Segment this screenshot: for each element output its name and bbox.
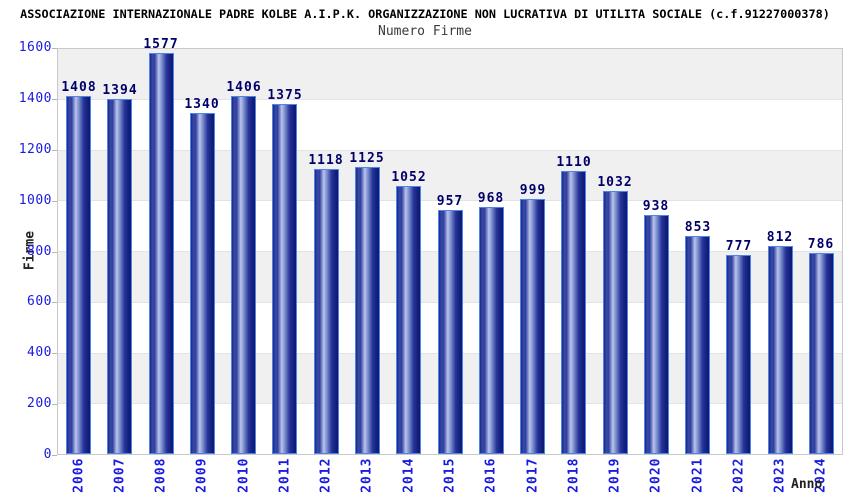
bar-value-label: 853 [684,220,712,235]
bar-2013 [355,167,380,454]
x-tick-label: 2016 [483,457,499,493]
chart-subtitle: Numero Firme [378,24,472,39]
bar-value-label: 1032 [597,175,633,190]
plot-band [58,49,842,99]
bars-layer: 1408 1394 1577 1340 1406 1375 1118 1125 1052 957 9… [58,37,842,454]
bar-value-label: 999 [519,183,547,198]
bar-2018 [561,171,586,454]
y-tick-label: 0 [43,447,52,462]
plot-band [58,149,842,201]
bar-value-label: 1406 [226,80,262,95]
x-tick-label: 2013 [359,457,375,493]
bar-2019 [603,191,628,454]
x-tick-label: 2014 [401,457,417,493]
x-tick-label: 2020 [648,457,664,493]
plot-band [58,98,842,150]
y-tick-label: 1200 [18,141,52,157]
x-tick-label: 2017 [525,457,541,493]
bar-2006 [66,96,91,454]
x-tick-label: 2012 [318,457,334,493]
x-tick-label: 2015 [442,457,458,493]
bar-2021 [685,236,710,454]
bar-value-label: 1125 [349,151,385,166]
bar-2024 [809,253,834,454]
x-tick-label: 2011 [277,457,293,493]
x-tick-label: 2007 [112,457,128,493]
y-tick-label: 1000 [18,192,52,208]
y-tick-mark [52,252,57,253]
bar-value-label: 938 [642,199,670,214]
bar-value-label: 1052 [391,170,427,185]
bar-2010 [231,96,256,454]
x-tick-label: 2019 [607,457,623,493]
y-tick-mark [52,353,57,354]
x-tick-label: 2023 [772,457,788,493]
bar-value-label: 968 [477,191,505,206]
bar-value-label: 777 [725,239,753,254]
bar-value-label: 812 [766,230,794,245]
y-tick-label: 800 [27,243,52,259]
bar-value-label: 1408 [61,80,97,95]
y-tick-mark [52,48,57,49]
x-axis-title: Anno [791,477,823,492]
bar-value-label: 786 [807,237,835,252]
x-tick-label: 2006 [71,457,87,493]
y-tick-label: 400 [27,345,52,361]
plot-band [58,200,842,251]
y-tick-mark [52,455,57,456]
bar-value-label: 1340 [184,97,220,112]
bar-value-label: 1118 [308,153,344,168]
plot-area: 1408 1394 1577 1340 1406 1375 1118 1125 1052 957 9… [57,37,843,455]
x-tick-label: 2018 [566,457,582,493]
bar-2020 [644,215,669,454]
x-tick-label: 2008 [153,457,169,493]
bar-2023 [768,246,793,454]
bar-2009 [190,113,215,454]
x-tick-label: 2021 [690,457,706,493]
bar-2007 [107,99,132,454]
bar-value-label: 1394 [102,83,138,98]
y-tick-label: 200 [27,396,52,412]
x-tick-label: 2009 [194,457,210,493]
bar-value-label: 1375 [267,88,303,103]
y-tick-mark [52,99,57,100]
bar-2022 [726,255,751,454]
bar-2015 [438,210,463,454]
y-tick-label: 600 [27,294,52,310]
y-tick-label: 1400 [18,90,52,106]
chart-title: ASSOCIAZIONE INTERNAZIONALE PADRE KOLBE … [20,7,830,21]
bar-2012 [314,169,339,454]
y-tick-label: 1600 [18,40,52,55]
y-tick-mark [52,404,57,405]
y-tick-mark [52,302,57,303]
bar-2014 [396,186,421,454]
bar-value-label: 1110 [556,155,592,170]
bar-2011 [272,104,297,454]
bar-value-label: 957 [436,194,464,209]
x-tick-label: 2010 [236,457,252,493]
bar-2016 [479,207,504,454]
bar-value-label: 1577 [143,37,179,52]
x-tick-label: 2022 [731,457,747,493]
bar-2017 [520,199,545,454]
y-tick-mark [52,150,57,151]
y-tick-mark [52,201,57,202]
bar-2008 [149,53,174,454]
